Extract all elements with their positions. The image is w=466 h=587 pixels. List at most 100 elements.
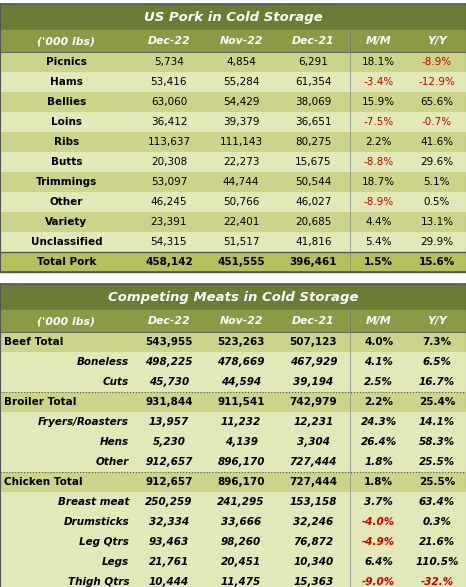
Text: 63.4%: 63.4% bbox=[419, 497, 455, 507]
Text: 53,416: 53,416 bbox=[151, 77, 187, 87]
Text: 896,170: 896,170 bbox=[218, 477, 265, 487]
Bar bbox=[0, 52, 466, 72]
Text: Variety: Variety bbox=[45, 217, 88, 227]
Bar bbox=[0, 152, 466, 172]
Text: Legs: Legs bbox=[102, 557, 129, 567]
Text: 4,854: 4,854 bbox=[226, 57, 256, 67]
Text: 15.6%: 15.6% bbox=[419, 257, 455, 267]
Text: 18.7%: 18.7% bbox=[362, 177, 395, 187]
Text: 451,555: 451,555 bbox=[217, 257, 265, 267]
Text: 55,284: 55,284 bbox=[223, 77, 260, 87]
Text: 20,685: 20,685 bbox=[295, 217, 332, 227]
Text: 5.1%: 5.1% bbox=[424, 177, 450, 187]
Text: 36,651: 36,651 bbox=[295, 117, 332, 127]
Text: 20,451: 20,451 bbox=[221, 557, 261, 567]
Text: Y/Y: Y/Y bbox=[427, 36, 447, 46]
Text: 10,340: 10,340 bbox=[293, 557, 334, 567]
Text: Thigh Qtrs: Thigh Qtrs bbox=[68, 577, 129, 587]
Text: 4.1%: 4.1% bbox=[364, 357, 393, 367]
Bar bbox=[0, 112, 466, 132]
Bar bbox=[0, 212, 466, 232]
Text: 896,170: 896,170 bbox=[218, 457, 265, 467]
Text: 507,123: 507,123 bbox=[289, 337, 337, 347]
Text: M/M: M/M bbox=[366, 36, 391, 46]
Text: 6.5%: 6.5% bbox=[423, 357, 451, 367]
Text: -7.5%: -7.5% bbox=[363, 117, 394, 127]
Text: 3.7%: 3.7% bbox=[364, 497, 393, 507]
Text: 39,194: 39,194 bbox=[293, 377, 334, 387]
Text: -32.%: -32.% bbox=[420, 577, 453, 587]
Bar bbox=[0, 512, 466, 532]
Text: 93,463: 93,463 bbox=[149, 537, 189, 547]
Bar bbox=[0, 72, 466, 92]
Text: 80,275: 80,275 bbox=[295, 137, 332, 147]
Text: 13,957: 13,957 bbox=[149, 417, 189, 427]
Text: 25.5%: 25.5% bbox=[419, 477, 455, 487]
Text: 478,669: 478,669 bbox=[218, 357, 265, 367]
Text: Other: Other bbox=[96, 457, 129, 467]
Text: 22,273: 22,273 bbox=[223, 157, 260, 167]
Text: 543,955: 543,955 bbox=[145, 337, 192, 347]
Text: 25.4%: 25.4% bbox=[418, 397, 455, 407]
Text: 18.1%: 18.1% bbox=[362, 57, 395, 67]
Text: ('000 lbs): ('000 lbs) bbox=[37, 316, 96, 326]
Text: 13.1%: 13.1% bbox=[420, 217, 453, 227]
Text: 912,657: 912,657 bbox=[145, 477, 192, 487]
Text: 5,230: 5,230 bbox=[152, 437, 185, 447]
Text: -0.7%: -0.7% bbox=[422, 117, 452, 127]
Text: Hens: Hens bbox=[100, 437, 129, 447]
Text: Butts: Butts bbox=[51, 157, 82, 167]
Text: 0.3%: 0.3% bbox=[423, 517, 451, 527]
Bar bbox=[0, 412, 466, 432]
Text: 44,744: 44,744 bbox=[223, 177, 260, 187]
Text: 29.6%: 29.6% bbox=[420, 157, 453, 167]
Text: 2.2%: 2.2% bbox=[364, 397, 393, 407]
Text: 931,844: 931,844 bbox=[145, 397, 193, 407]
Text: Loins: Loins bbox=[51, 117, 82, 127]
Text: 41,816: 41,816 bbox=[295, 237, 332, 247]
Text: 11,475: 11,475 bbox=[221, 577, 261, 587]
Text: 76,872: 76,872 bbox=[293, 537, 334, 547]
Bar bbox=[0, 432, 466, 452]
Text: Picnics: Picnics bbox=[46, 57, 87, 67]
Text: 153,158: 153,158 bbox=[290, 497, 337, 507]
Text: 250,259: 250,259 bbox=[145, 497, 192, 507]
Text: 467,929: 467,929 bbox=[290, 357, 337, 367]
Text: 50,544: 50,544 bbox=[295, 177, 332, 187]
Text: 6.4%: 6.4% bbox=[364, 557, 393, 567]
Bar bbox=[0, 132, 466, 152]
Text: US Pork in Cold Storage: US Pork in Cold Storage bbox=[144, 11, 322, 23]
Text: 15,675: 15,675 bbox=[295, 157, 332, 167]
Text: 54,429: 54,429 bbox=[223, 97, 260, 107]
Text: 396,461: 396,461 bbox=[290, 257, 337, 267]
Bar bbox=[0, 252, 466, 272]
Text: 32,334: 32,334 bbox=[149, 517, 189, 527]
Text: Competing Meats in Cold Storage: Competing Meats in Cold Storage bbox=[108, 291, 358, 303]
Text: 11,232: 11,232 bbox=[221, 417, 261, 427]
Bar bbox=[0, 232, 466, 252]
Text: Y/Y: Y/Y bbox=[427, 316, 447, 326]
Text: Total Pork: Total Pork bbox=[37, 257, 96, 267]
Bar bbox=[0, 452, 466, 472]
Text: Dec-22: Dec-22 bbox=[148, 36, 190, 46]
Text: 61,354: 61,354 bbox=[295, 77, 332, 87]
Text: 1.5%: 1.5% bbox=[364, 257, 393, 267]
Bar bbox=[0, 572, 466, 587]
Bar bbox=[0, 532, 466, 552]
Text: Dec-22: Dec-22 bbox=[148, 316, 190, 326]
Text: 15.9%: 15.9% bbox=[362, 97, 395, 107]
Text: -8.9%: -8.9% bbox=[363, 197, 394, 207]
Text: 4.4%: 4.4% bbox=[365, 217, 392, 227]
Text: 58.3%: 58.3% bbox=[419, 437, 455, 447]
Text: 26.4%: 26.4% bbox=[361, 437, 397, 447]
Bar bbox=[0, 492, 466, 512]
Text: Drumsticks: Drumsticks bbox=[63, 517, 129, 527]
Text: 65.6%: 65.6% bbox=[420, 97, 453, 107]
Text: Breast meat: Breast meat bbox=[58, 497, 129, 507]
Bar bbox=[0, 172, 466, 192]
Text: -8.9%: -8.9% bbox=[422, 57, 452, 67]
Text: 458,142: 458,142 bbox=[145, 257, 193, 267]
Bar bbox=[0, 192, 466, 212]
Text: -4.9%: -4.9% bbox=[362, 537, 395, 547]
Text: 498,225: 498,225 bbox=[145, 357, 192, 367]
